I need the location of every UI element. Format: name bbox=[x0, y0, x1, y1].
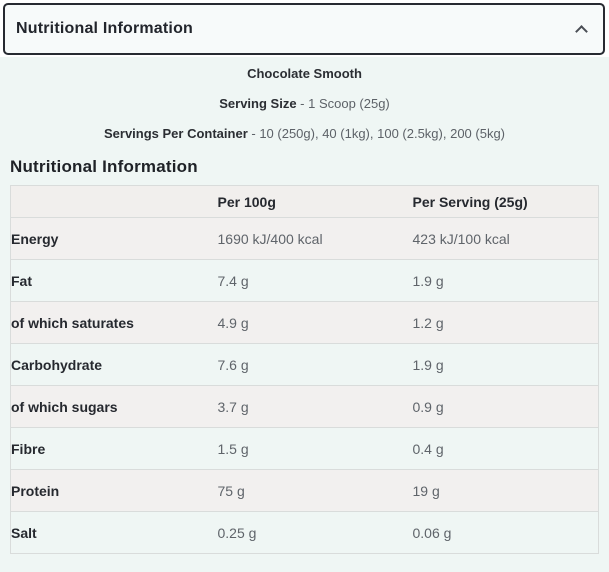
table-row-saturates: of which saturates 4.9 g 1.2 g bbox=[10, 301, 599, 344]
row-value-per-100g: 1690 kJ/400 kcal bbox=[217, 217, 413, 260]
accordion-title: Nutritional Information bbox=[16, 20, 194, 37]
row-label: Protein bbox=[10, 469, 218, 512]
row-value-per-serving: 0.4 g bbox=[412, 427, 599, 470]
accordion-expanded-panel: Chocolate Smooth Serving Size - 1 Scoop … bbox=[0, 57, 609, 572]
row-label: of which saturates bbox=[10, 301, 218, 344]
row-value-per-serving: 1.9 g bbox=[412, 259, 599, 302]
table-row-fibre: Fibre 1.5 g 0.4 g bbox=[10, 427, 599, 470]
serving-size-label: Serving Size bbox=[219, 96, 297, 111]
row-value-per-100g: 7.6 g bbox=[217, 343, 413, 386]
servings-per-container-value: - 10 (250g), 40 (1kg), 100 (2.5kg), 200 … bbox=[247, 126, 506, 141]
row-value-per-serving: 1.2 g bbox=[412, 301, 599, 344]
row-value-per-serving: 0.9 g bbox=[412, 385, 599, 428]
table-row-energy: Energy 1690 kJ/400 kcal 423 kJ/100 kcal bbox=[10, 217, 599, 260]
column-header-per-100g: Per 100g bbox=[217, 185, 413, 218]
row-value-per-100g: 75 g bbox=[217, 469, 413, 512]
row-value-per-100g: 0.25 g bbox=[217, 511, 413, 554]
table-row-carbohydrate: Carbohydrate 7.6 g 1.9 g bbox=[10, 343, 599, 386]
row-value-per-100g: 1.5 g bbox=[217, 427, 413, 470]
column-header-blank bbox=[10, 185, 218, 218]
chevron-up-icon bbox=[575, 25, 588, 38]
nutritional-information-accordion-header[interactable]: Nutritional Information bbox=[3, 3, 605, 55]
row-value-per-serving: 423 kJ/100 kcal bbox=[412, 217, 599, 260]
table-row-salt: Salt 0.25 g 0.06 g bbox=[10, 511, 599, 554]
row-label: Fat bbox=[10, 259, 218, 302]
servings-per-container-line: Servings Per Container - 10 (250g), 40 (… bbox=[0, 127, 609, 141]
flavour-name: Chocolate Smooth bbox=[247, 66, 362, 81]
row-label: Fibre bbox=[10, 427, 218, 470]
row-label: Energy bbox=[10, 217, 218, 260]
table-row-sugars: of which sugars 3.7 g 0.9 g bbox=[10, 385, 599, 428]
servings-per-container-label: Servings Per Container bbox=[103, 126, 248, 141]
serving-size-value: - 1 Scoop (25g) bbox=[296, 96, 390, 111]
row-value-per-100g: 3.7 g bbox=[217, 385, 413, 428]
row-value-per-100g: 4.9 g bbox=[217, 301, 413, 344]
table-row-fat: Fat 7.4 g 1.9 g bbox=[10, 259, 599, 302]
row-label: of which sugars bbox=[10, 385, 218, 428]
row-label: Salt bbox=[10, 511, 218, 554]
nutrition-table: Per 100g Per Serving (25g) Energy 1690 k… bbox=[10, 185, 599, 554]
serving-size-line: Serving Size - 1 Scoop (25g) bbox=[0, 97, 609, 111]
column-header-per-serving: Per Serving (25g) bbox=[412, 185, 599, 218]
table-row-protein: Protein 75 g 19 g bbox=[10, 469, 599, 512]
row-value-per-100g: 7.4 g bbox=[217, 259, 413, 302]
row-value-per-serving: 0.06 g bbox=[412, 511, 599, 554]
row-label: Carbohydrate bbox=[10, 343, 218, 386]
row-value-per-serving: 19 g bbox=[412, 469, 599, 512]
row-value-per-serving: 1.9 g bbox=[412, 343, 599, 386]
nutrition-table-heading: Nutritional Information bbox=[10, 157, 198, 176]
nutrition-table-header-row: Per 100g Per Serving (25g) bbox=[10, 185, 599, 218]
